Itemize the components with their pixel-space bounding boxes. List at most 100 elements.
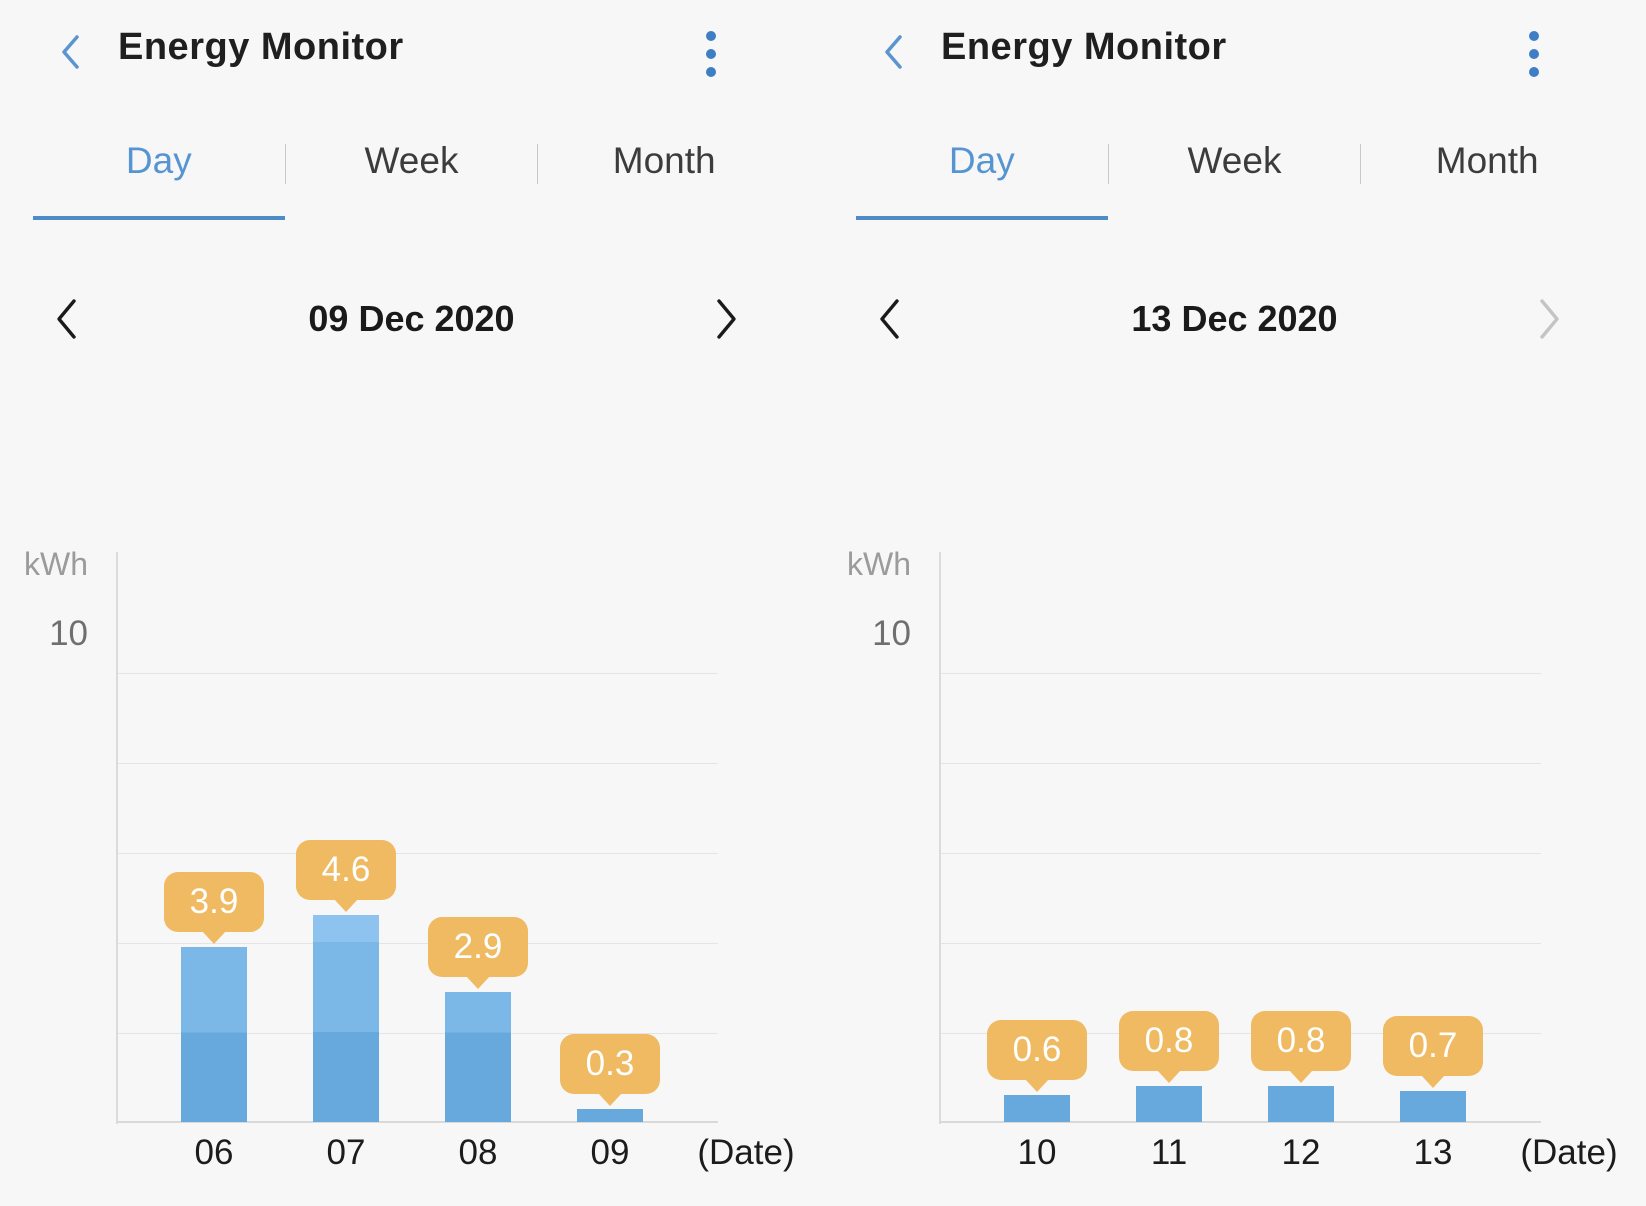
x-axis-label: 06 [194, 1133, 234, 1172]
y-axis-unit-label: kWh [847, 546, 911, 582]
date-label: 13 Dec 2020 [1131, 298, 1338, 339]
tab-week[interactable]: Week [1109, 134, 1361, 220]
value-bubble: 3.9 [164, 871, 264, 944]
value-bubble-text: 2.9 [453, 926, 503, 966]
y-axis-line [939, 552, 941, 1124]
value-bubble: 4.6 [296, 840, 396, 912]
kebab-menu-icon [706, 31, 716, 41]
plot-area: 3.9 06 4.6 07 2.9 08 0.3 09 (Date) [118, 673, 795, 1172]
gridline [118, 943, 718, 944]
value-bubble: 0.8 [1251, 1011, 1351, 1083]
prev-date-button[interactable] [865, 290, 913, 348]
plot-area: 0.6 10 0.8 11 0.8 12 0.7 13 (Date) [941, 673, 1618, 1172]
value-bubble-text: 4.6 [321, 850, 371, 889]
value-bubble: 0.3 [560, 1033, 660, 1106]
tab-day-label: Day [948, 140, 1015, 181]
tab-month-label: Month [1435, 140, 1539, 181]
value-bubble-text: 0.8 [1276, 1021, 1326, 1060]
y-axis-unit-label: kWh [24, 546, 88, 582]
value-bubble-text: 0.7 [1408, 1025, 1458, 1065]
gridline [941, 673, 1541, 674]
chevron-left-icon [57, 299, 76, 339]
active-tab-underline [856, 216, 1108, 220]
chevron-left-icon [62, 35, 79, 69]
x-axis-label: 11 [1150, 1133, 1188, 1172]
gridline [941, 763, 1541, 764]
chevron-right-icon [1540, 299, 1559, 339]
x-axis-label: 10 [1017, 1133, 1057, 1172]
chevron-left-icon [880, 299, 899, 339]
x-axis-unit-label: (Date) [697, 1133, 795, 1172]
more-menu-button[interactable] [1514, 24, 1554, 84]
tab-week-label: Week [364, 140, 459, 181]
tab-day[interactable]: Day [33, 134, 285, 220]
back-button[interactable] [871, 26, 915, 78]
period-tabs: Day Week Month [856, 134, 1613, 220]
bar-10[interactable] [1004, 1095, 1070, 1122]
bar-13[interactable] [1400, 1090, 1466, 1122]
date-navigation: 13 Dec 2020 [823, 290, 1646, 348]
bar-12[interactable] [1268, 1086, 1334, 1122]
tab-separator [1360, 144, 1362, 184]
bubble-tail [466, 975, 490, 989]
value-bubble-text: 0.3 [585, 1043, 635, 1083]
tab-week-label: Week [1187, 140, 1282, 181]
app-header: Energy Monitor [823, 0, 1646, 110]
tab-day[interactable]: Day [856, 134, 1108, 220]
date-navigation: 09 Dec 2020 [0, 290, 823, 348]
bubble-tail [1421, 1074, 1445, 1088]
gridline [118, 673, 718, 674]
x-axis-label: 13 [1413, 1133, 1453, 1172]
tab-day-label: Day [125, 140, 192, 181]
period-tabs: Day Week Month [33, 134, 790, 220]
value-bubble: 0.8 [1119, 1011, 1219, 1083]
tab-week[interactable]: Week [286, 134, 538, 220]
tab-month[interactable]: Month [1361, 134, 1613, 220]
next-date-button[interactable] [703, 290, 751, 348]
bubble-tail [1157, 1070, 1181, 1083]
gridline [941, 853, 1541, 854]
bar-08[interactable] [445, 991, 511, 1122]
x-axis-label: 12 [1281, 1133, 1321, 1172]
bar-11[interactable] [1136, 1086, 1202, 1122]
bar-07[interactable] [313, 915, 379, 1122]
page-title: Energy Monitor [118, 26, 404, 68]
back-button[interactable] [48, 26, 92, 78]
tab-separator [284, 144, 286, 184]
next-date-button[interactable] [1526, 290, 1574, 348]
x-axis-label: 07 [326, 1133, 366, 1172]
value-bubble-text: 3.9 [189, 881, 239, 921]
gridline [118, 853, 718, 854]
kebab-menu-icon [1529, 31, 1539, 41]
chevron-left-icon [885, 35, 902, 69]
tab-month[interactable]: Month [538, 134, 790, 220]
more-menu-button[interactable] [691, 24, 731, 84]
bubble-tail [598, 1092, 622, 1106]
active-tab-underline [33, 216, 285, 220]
value-bubble-text: 0.8 [1144, 1021, 1194, 1060]
energy-monitor-screen-left: Energy Monitor Day Week Month [0, 0, 823, 1172]
y-axis-tick-label: 10 [49, 614, 88, 653]
value-bubble: 0.7 [1383, 1015, 1483, 1088]
bubble-tail [202, 930, 226, 944]
tab-separator [537, 144, 539, 184]
page-title: Energy Monitor [941, 26, 1227, 68]
date-label: 09 Dec 2020 [308, 298, 515, 339]
gridline [941, 1033, 1541, 1034]
bar-06[interactable] [181, 946, 247, 1122]
tab-separator [1107, 144, 1109, 184]
tab-month-label: Month [612, 140, 716, 181]
app-header: Energy Monitor [0, 0, 823, 110]
bubble-tail [334, 899, 358, 912]
x-axis-unit-label: (Date) [1520, 1133, 1618, 1172]
x-axis-label: 09 [590, 1133, 630, 1172]
y-axis-line [116, 552, 118, 1124]
x-axis-label: 08 [458, 1133, 498, 1172]
value-bubble-text: 0.6 [1012, 1030, 1062, 1069]
prev-date-button[interactable] [42, 290, 90, 348]
gridline [118, 763, 718, 764]
bar-09[interactable] [577, 1108, 643, 1122]
value-bubble: 0.6 [987, 1020, 1087, 1092]
gridline [941, 943, 1541, 944]
